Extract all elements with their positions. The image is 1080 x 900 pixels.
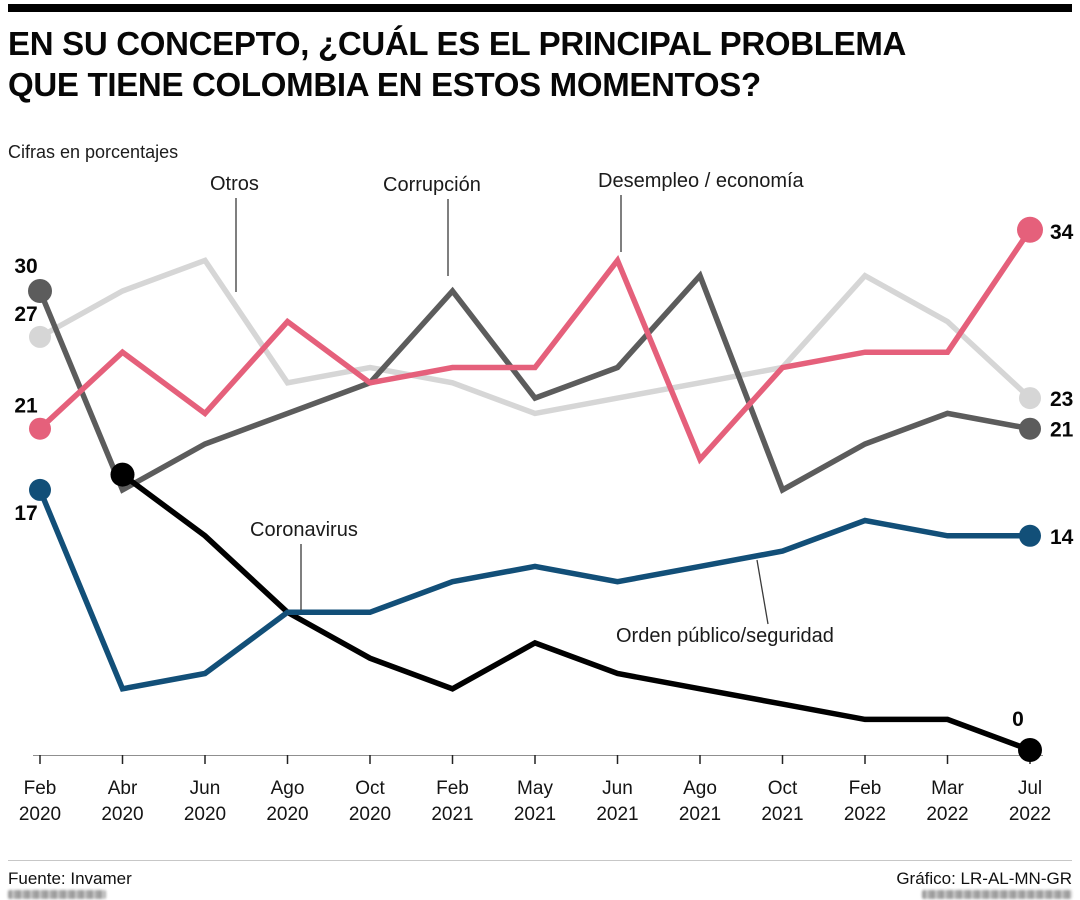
end-value-label-otros: 23: [1050, 388, 1073, 411]
start-value-label-otros: 27: [14, 303, 37, 326]
blurred-text-left: [8, 890, 106, 899]
x-axis-label: Feb 2021: [431, 778, 473, 825]
graphic-credit: Gráfico: LR-AL-MN-GR: [896, 869, 1072, 888]
x-axis-label: Feb 2020: [19, 778, 61, 825]
x-axis-label: Abr 2020: [101, 778, 143, 825]
annotation-label: Corrupción: [383, 174, 481, 196]
end-value-label-desempleo-economia: 34: [1050, 221, 1074, 244]
annotation-label: Desempleo / economía: [598, 170, 805, 192]
x-axis-label: Feb 2022: [844, 778, 886, 825]
end-value-label-coronavirus: 0: [1012, 708, 1024, 731]
end-value-label-orden-publico-seguridad: 14: [1050, 526, 1074, 549]
annotation-leader-line: [756, 559, 769, 625]
series-start-dot-otros: [29, 325, 51, 348]
footer-divider: [8, 860, 1072, 861]
series-start-dot-orden-publico-seguridad: [29, 478, 51, 501]
x-axis-label: Ago 2021: [679, 778, 721, 825]
series-start-dot-corrupcion: [28, 279, 52, 303]
series-start-dot-coronavirus: [110, 462, 135, 487]
series-line-corrupcion: [37, 270, 1031, 494]
x-axis-label: Ago 2020: [266, 778, 308, 825]
source-credit: Fuente: Invamer: [8, 869, 132, 888]
x-axis-label: Oct 2020: [349, 778, 391, 825]
x-axis-label: Oct 2021: [761, 778, 803, 825]
page-title: EN SU CONCEPTO, ¿CUÁL ES EL PRINCIPAL PR…: [8, 24, 906, 106]
annotation-label: Orden público/seguridad: [616, 625, 834, 647]
end-value-label-corrupcion: 21: [1050, 419, 1074, 442]
series-start-dot-desempleo-economia: [29, 417, 51, 440]
series-end-dot-orden-publico-seguridad: [1019, 524, 1041, 547]
start-value-label-orden-publico-seguridad: 17: [14, 502, 37, 525]
series-line-orden-publico-seguridad: [37, 488, 1030, 692]
annotation-label: Otros: [210, 173, 259, 195]
chart-subtitle: Cifras en porcentajes: [8, 142, 179, 162]
x-axis-label: Jun 2021: [596, 778, 638, 825]
start-value-label-corrupcion: 30: [14, 255, 37, 278]
top-accent-bar: [8, 4, 1072, 12]
blurred-text-right: [922, 890, 1072, 899]
series-line-desempleo-economia: [38, 228, 1033, 465]
series-line-otros: [38, 257, 1032, 417]
page-title-line1: EN SU CONCEPTO, ¿CUÁL ES EL PRINCIPAL PR…: [8, 25, 907, 62]
series-end-dot-coronavirus: [1018, 738, 1042, 762]
series-line-coronavirus: [120, 472, 1031, 753]
annotation-label: Coronavirus: [250, 519, 358, 541]
page-title-line2: QUE TIENE COLOMBIA EN ESTOS MOMENTOS?: [8, 65, 761, 103]
x-axis-label: Mar 2022: [926, 778, 968, 825]
series-end-dot-desempleo-economia: [1017, 216, 1043, 243]
x-axis-label: Jul 2022: [1009, 778, 1051, 825]
x-axis-label: May 2021: [514, 778, 556, 825]
series-end-dot-corrupcion: [1019, 417, 1041, 440]
x-axis-label: Jun 2020: [184, 778, 226, 825]
start-value-label-desempleo-economia: 21: [14, 395, 38, 418]
series-end-dot-otros: [1019, 387, 1041, 410]
